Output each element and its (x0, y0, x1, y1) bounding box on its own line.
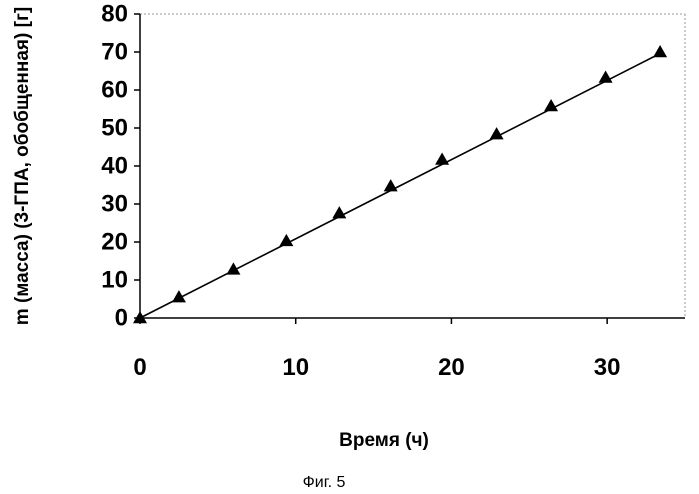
data-point-triangle (384, 179, 398, 191)
y-tick-label: 20 (101, 229, 128, 256)
x-tick-label: 10 (282, 354, 309, 381)
y-axis-title: m (масса) (3-ГПА, обобщенная) [г] (12, 7, 33, 325)
trendline (140, 54, 660, 318)
y-tick-label: 10 (101, 267, 128, 294)
x-axis-ticks: 0 10 20 30 (133, 318, 620, 381)
y-axis-ticks: 0 10 20 30 40 50 60 70 80 (101, 1, 140, 332)
y-tick-label: 50 (101, 115, 128, 142)
x-axis-title: Время (ч) (339, 430, 429, 451)
x-tick-label: 20 (438, 354, 465, 381)
data-point-triangle (490, 127, 504, 139)
y-tick-label: 60 (101, 77, 128, 104)
data-point-triangle (279, 234, 293, 246)
y-tick-label: 40 (101, 153, 128, 180)
y-tick-label: 0 (115, 305, 128, 332)
data-point-triangle (544, 99, 558, 111)
data-point-triangle (332, 206, 346, 218)
y-tick-label: 70 (101, 39, 128, 66)
x-tick-label: 0 (133, 354, 146, 381)
data-point-triangle (599, 70, 613, 82)
y-tick-label: 80 (101, 1, 128, 28)
data-point-triangle (653, 45, 667, 57)
y-tick-label: 30 (101, 191, 128, 218)
figure-caption: Фиг. 5 (303, 474, 346, 491)
data-point-triangle (435, 153, 449, 165)
x-tick-label: 30 (594, 354, 621, 381)
trendline-group (140, 54, 660, 318)
data-point-triangle (133, 311, 147, 323)
